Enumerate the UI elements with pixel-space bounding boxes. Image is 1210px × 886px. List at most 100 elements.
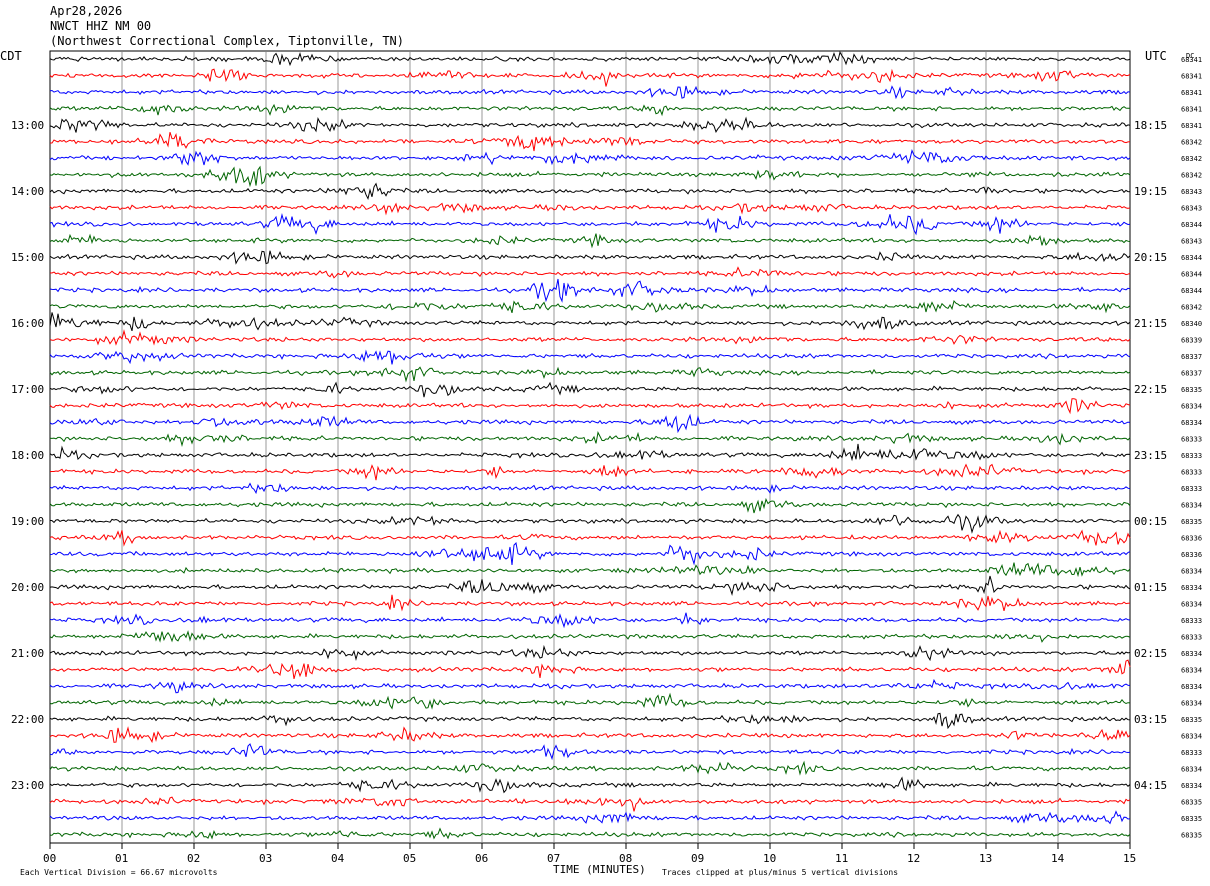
dc-offset-label: 68335	[1181, 815, 1202, 823]
dc-offset-label: 68334	[1181, 733, 1202, 741]
dc-offset-label: 68342	[1181, 155, 1202, 163]
dc-offset-label: 68343	[1181, 238, 1202, 246]
x-tick-label: 06	[475, 852, 488, 865]
dc-offset-label: 68336	[1181, 535, 1202, 543]
dc-offset-label: 68343	[1181, 205, 1202, 213]
trace-group	[49, 50, 1131, 840]
dc-offset-label: 68334	[1181, 650, 1202, 658]
dc-offset-label: 68335	[1181, 386, 1202, 394]
dc-offset-label: 68344	[1181, 287, 1202, 295]
x-axis-title: TIME (MINUTES)	[553, 863, 646, 876]
trace-line	[49, 233, 1131, 249]
dc-offset-label: 68341	[1181, 73, 1202, 81]
right-hour-label: 03:15	[1134, 713, 1167, 726]
trace-line	[49, 513, 1131, 534]
header-location: (Northwest Correctional Complex, Tiptonv…	[50, 34, 404, 48]
trace-line	[49, 116, 1131, 133]
dc-offset-label: 68335	[1181, 799, 1202, 807]
trace-line	[49, 463, 1131, 481]
left-hour-label: 14:00	[11, 185, 44, 198]
trace-line	[49, 726, 1131, 744]
left-hour-label: 13:00	[11, 119, 44, 132]
trace-line	[49, 329, 1131, 346]
dc-offset-label: 68334	[1181, 403, 1202, 411]
trace-line	[49, 827, 1131, 840]
trace-line	[49, 562, 1131, 578]
dc-offset-label: 68333	[1181, 749, 1202, 757]
trace-line	[49, 430, 1131, 448]
dc-offset-label: 68333	[1181, 634, 1202, 642]
x-tick-label: 12	[907, 852, 920, 865]
left-hour-label: 20:00	[11, 581, 44, 594]
trace-line	[49, 366, 1131, 383]
trace-line	[50, 132, 1131, 152]
trace-line	[49, 50, 1131, 67]
dc-offset-label: 68333	[1181, 617, 1202, 625]
dc-offset-label: 68344	[1181, 254, 1202, 262]
dc-offset-label: 68333	[1181, 485, 1202, 493]
right-hour-label: 20:15	[1134, 251, 1167, 264]
header-date: Apr28,2026	[50, 4, 122, 18]
x-tick-label: 03	[259, 852, 272, 865]
trace-line	[49, 630, 1131, 643]
dc-offset-label: 68333	[1181, 452, 1202, 460]
x-tick-label: 01	[115, 852, 128, 865]
clip-note: Traces clipped at plus/minus 5 vertical …	[662, 868, 898, 877]
trace-line	[49, 743, 1131, 761]
left-hour-label: 17:00	[11, 383, 44, 396]
trace-line	[49, 678, 1131, 694]
dc-offset-labels: 68341 68341 68341 68341 68341 68342 68342 68342…	[1181, 56, 1202, 840]
right-hour-label: 22:15	[1134, 383, 1167, 396]
header-station: NWCT HHZ NM 00	[50, 19, 151, 33]
left-hour-label: 19:00	[11, 515, 44, 528]
right-timezone-label: UTC	[1145, 49, 1167, 63]
trace-line	[49, 103, 1130, 117]
trace-line	[49, 213, 1131, 236]
trace-line	[49, 692, 1131, 710]
trace-line	[49, 202, 1131, 216]
left-hour-label: 21:00	[11, 647, 44, 660]
trace-line	[49, 266, 1131, 279]
trace-line	[49, 443, 1131, 462]
right-hour-label: 01:15	[1134, 581, 1167, 594]
x-tick-label: 00	[43, 852, 56, 865]
right-hour-label: 21:15	[1134, 317, 1167, 330]
dc-offset-label: 68334	[1181, 683, 1202, 691]
x-tick-label: 10	[763, 852, 776, 865]
left-hour-label: 16:00	[11, 317, 44, 330]
trace-line	[49, 85, 1131, 100]
dc-column-header: DC	[1186, 52, 1194, 60]
left-hour-label: 18:00	[11, 449, 44, 462]
trace-line	[49, 413, 1131, 434]
trace-line	[49, 482, 1131, 495]
trace-line	[49, 612, 1131, 629]
trace-line	[49, 349, 1131, 365]
left-timezone-label: CDT	[0, 49, 22, 63]
right-hour-label: 04:15	[1134, 779, 1167, 792]
dc-offset-label: 68342	[1181, 304, 1202, 312]
dc-offset-label: 68339	[1181, 337, 1202, 345]
trace-line	[49, 575, 1131, 596]
right-hour-label: 02:15	[1134, 647, 1167, 660]
trace-line	[49, 776, 1131, 794]
trace-line	[49, 299, 1131, 314]
trace-line	[49, 165, 1131, 188]
x-tick-label: 11	[835, 852, 848, 865]
minute-gridlines	[121, 51, 1059, 843]
dc-offset-label: 68342	[1181, 139, 1202, 147]
left-hour-label: 15:00	[11, 251, 44, 264]
x-axis-ticks: 00 01 02 03 04 05 06 07 08 09 10 11 12 13 14 15	[43, 843, 1136, 865]
dc-offset-label: 68335	[1181, 518, 1202, 526]
dc-offset-label: 68341	[1181, 56, 1202, 64]
dc-offset-label: 68340	[1181, 320, 1202, 328]
dc-offset-label: 68336	[1181, 551, 1202, 559]
trace-line	[49, 278, 1131, 303]
dc-offset-label: 68344	[1181, 271, 1202, 279]
x-tick-label: 15	[1123, 852, 1136, 865]
dc-offset-label: 68334	[1181, 782, 1202, 790]
right-hour-label: 23:15	[1134, 449, 1167, 462]
dc-offset-label: 68334	[1181, 667, 1202, 675]
right-hour-label: 00:15	[1134, 515, 1167, 528]
dc-offset-label: 68334	[1181, 700, 1202, 708]
